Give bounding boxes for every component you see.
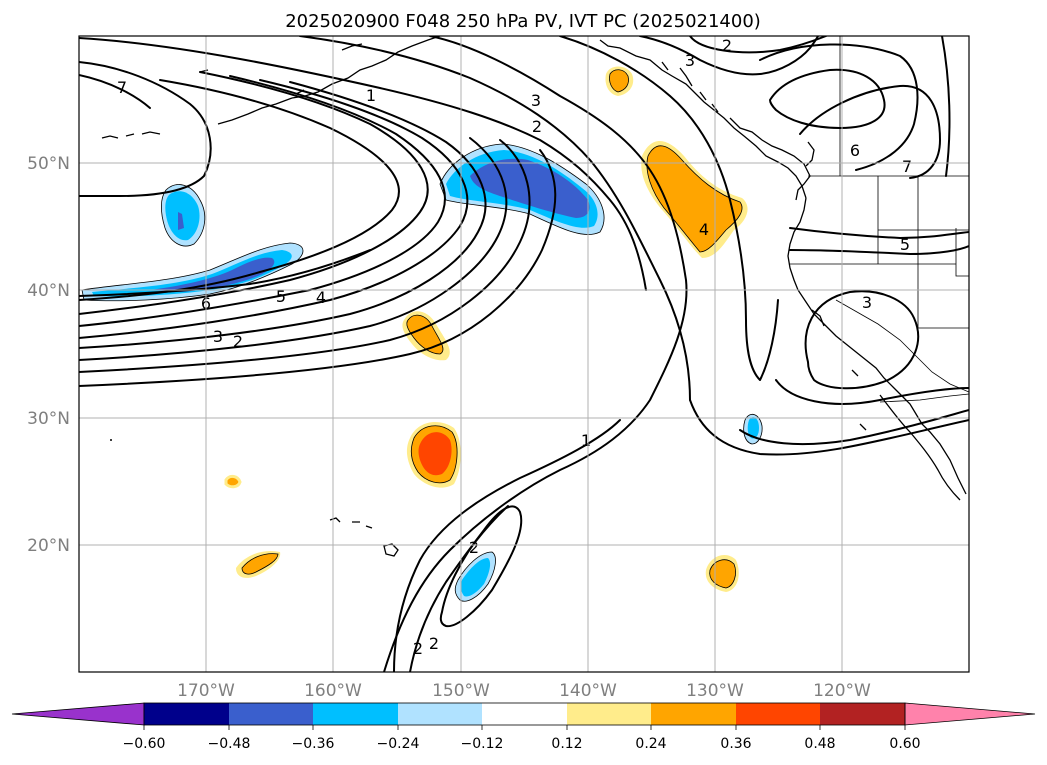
colorbar-extend-min <box>11 702 145 726</box>
negative-band-40n <box>81 242 304 302</box>
hawaiian-islands <box>110 439 399 557</box>
contour-label: 2 <box>532 117 542 136</box>
colorbar-segment <box>229 703 313 725</box>
contour-label: 7 <box>117 78 127 97</box>
colorbar-tick-label: 0.12 <box>551 736 582 752</box>
lat-tick-label: 30°N <box>27 409 70 429</box>
colorbar-tick-label: −0.24 <box>377 736 420 752</box>
colorbar-segment <box>482 703 567 725</box>
negative-blob-hawaii <box>454 551 496 602</box>
colorbar-segment <box>567 703 651 725</box>
negative-blob-165w <box>160 184 206 247</box>
positive-blob-small-west <box>224 474 242 489</box>
colorbar-ticks <box>143 725 906 730</box>
positive-blob-18n <box>236 550 281 578</box>
gridlines <box>79 36 969 672</box>
positive-blob-36n <box>402 311 450 361</box>
lon-tick-label: 170°W <box>177 681 235 701</box>
contour-label: 3 <box>685 51 695 70</box>
colorbar: −0.60 −0.48 −0.36 −0.24 −0.12 0.12 0.24 … <box>11 702 1036 752</box>
colorbar-tick-label: 0.48 <box>804 736 835 752</box>
colorbar-segment <box>144 703 229 725</box>
political-borders <box>790 36 969 403</box>
colorbar-segment <box>736 703 820 725</box>
colorbar-segment <box>313 703 398 725</box>
colorbar-tick-label: 0.60 <box>889 736 920 752</box>
contour-label: 6 <box>850 141 860 160</box>
contour-label: 3 <box>213 327 223 346</box>
contour-label: 5 <box>276 287 286 306</box>
map-area: 7 1 3 2 3 2 6 5 4 3 2 4 6 7 5 3 1 2 2 2 <box>79 36 969 672</box>
colorbar-extend-max <box>904 702 1036 726</box>
contour-label: 4 <box>316 288 326 307</box>
contour-label: 1 <box>366 86 376 105</box>
lat-tick-label: 20°N <box>27 536 70 556</box>
lon-tick-label: 160°W <box>304 681 362 701</box>
lon-tick-labels: 170°W 160°W 150°W 140°W 130°W 120°W <box>177 681 871 701</box>
lon-tick-label: 140°W <box>559 681 617 701</box>
contour-label: 2 <box>413 639 423 658</box>
lat-tick-labels: 50°N 40°N 30°N 20°N <box>27 154 70 556</box>
colorbar-tick-label: −0.12 <box>461 736 504 752</box>
shaded-anomalies <box>81 66 763 602</box>
lon-tick-label: 130°W <box>686 681 744 701</box>
contour-label: 1 <box>581 431 591 450</box>
negative-blob-127w <box>743 413 763 445</box>
coastlines <box>101 36 967 501</box>
positive-blob-129w <box>705 555 739 592</box>
contour-label: 3 <box>531 91 541 110</box>
contour-label: 2 <box>469 538 479 557</box>
positive-band-pnw <box>641 140 748 258</box>
lat-tick-label: 50°N <box>27 154 70 174</box>
contour-label: 2 <box>722 36 732 55</box>
colorbar-tick-label: −0.48 <box>208 736 251 752</box>
colorbar-segment <box>651 703 736 725</box>
positive-blob-north <box>605 66 634 96</box>
positive-blob-27n <box>406 422 461 488</box>
contour-label: 7 <box>902 157 912 176</box>
map-frame <box>78 35 970 673</box>
lon-tick-label: 150°W <box>432 681 490 701</box>
colorbar-tick-label: −0.36 <box>292 736 335 752</box>
colorbar-segment <box>398 703 482 725</box>
colorbar-tick-label: 0.24 <box>635 736 666 752</box>
contour-label: 3 <box>862 293 872 312</box>
colorbar-segment <box>820 703 905 725</box>
contour-label: 4 <box>699 220 709 239</box>
lon-tick-label: 120°W <box>813 681 871 701</box>
lat-tick-label: 40°N <box>27 281 70 301</box>
contour-label: 5 <box>900 235 910 254</box>
colorbar-tick-label: −0.60 <box>123 736 166 752</box>
figure-title: 2025020900 F048 250 hPa PV, IVT PC (2025… <box>285 11 761 32</box>
colorbar-tick-label: 0.36 <box>720 736 751 752</box>
contour-label: 2 <box>233 332 243 351</box>
contour-label: 2 <box>429 634 439 653</box>
